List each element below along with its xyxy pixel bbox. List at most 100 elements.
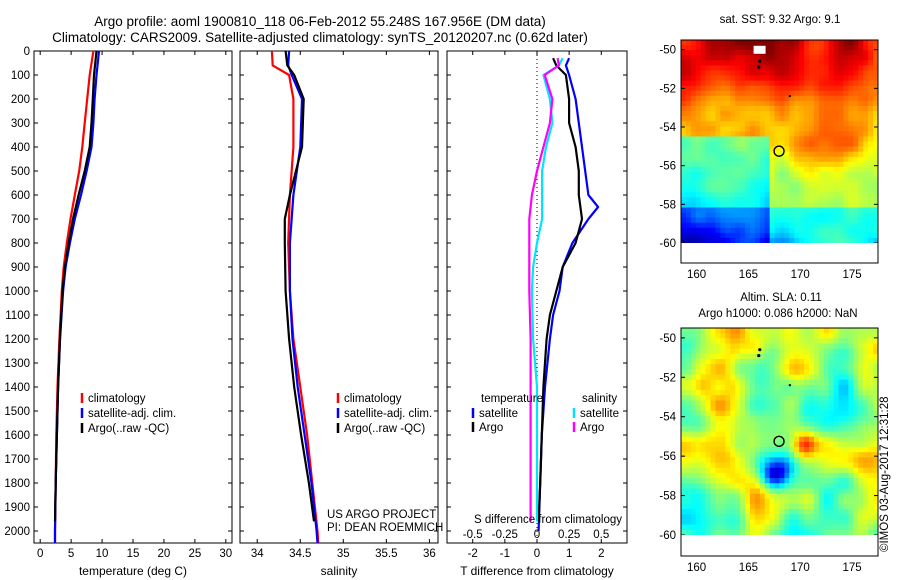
map-cell [809, 80, 815, 87]
map-cell [700, 70, 707, 76]
map-cell [838, 426, 844, 432]
map-cell [818, 483, 825, 489]
map-cell [873, 100, 879, 107]
map-cell [740, 55, 746, 61]
map-cell [681, 100, 687, 107]
map-cell [681, 405, 687, 412]
map-cell [764, 161, 771, 168]
map-cell [725, 359, 731, 365]
map-cell [868, 202, 874, 208]
map-cell [774, 421, 780, 427]
map-y-tick-label: -54 [659, 122, 676, 134]
map-cell [863, 390, 869, 396]
map-cell [715, 151, 721, 158]
map-cell [754, 105, 761, 112]
map-cell [804, 187, 810, 193]
map-cell [759, 483, 766, 489]
map-cell [720, 161, 726, 168]
map-cell [868, 166, 874, 173]
map-cell [873, 237, 879, 244]
map-cell [681, 343, 687, 350]
map-cell [789, 136, 795, 142]
map-cell [700, 166, 707, 173]
map-cell [740, 353, 746, 360]
s-tick-label: 0.5 [593, 529, 609, 541]
map-cell [690, 187, 697, 193]
map-cell [681, 197, 687, 203]
map-cell [700, 436, 707, 443]
map-cell [823, 212, 830, 219]
map-cell [833, 333, 839, 339]
map-cell [690, 70, 697, 76]
map-cell [690, 457, 697, 463]
map-cell [779, 177, 785, 183]
map-cell [764, 237, 771, 244]
map-cell [735, 431, 741, 438]
map-cell [809, 131, 815, 137]
map-cell [818, 472, 825, 479]
map-cell [690, 503, 697, 510]
map-cell [705, 100, 711, 107]
map-cell [720, 415, 726, 422]
map-cell [730, 60, 736, 66]
map-cell [705, 197, 711, 203]
map-cell [833, 519, 839, 526]
map-cell [710, 379, 716, 386]
map-cell [794, 333, 800, 339]
map-y-tick-label: -52 [659, 372, 676, 384]
map-cell [813, 227, 820, 234]
map-cell [858, 90, 864, 97]
map-cell [799, 60, 805, 66]
map-cell [804, 457, 810, 463]
map-cell [681, 141, 687, 147]
map-cell [759, 462, 766, 469]
map-cell [848, 131, 854, 137]
map-cell [858, 80, 864, 87]
map-cell [725, 462, 731, 469]
map-cell [794, 166, 800, 173]
map-cell [799, 217, 805, 224]
x-tick-label: 0 [534, 548, 540, 560]
map-cell [784, 111, 790, 117]
map-cell [715, 166, 721, 173]
map-cell [813, 374, 820, 381]
map-cell [813, 457, 820, 463]
map-cell [685, 395, 692, 401]
map-cell [705, 65, 711, 71]
map-cell [759, 146, 766, 153]
map-cell [838, 333, 844, 339]
map-cell [813, 333, 820, 339]
map-cell [804, 426, 810, 432]
map-cell [804, 55, 810, 61]
map-cell [730, 384, 736, 391]
map-cell [833, 447, 839, 453]
map-cell [690, 146, 697, 153]
map-cell [813, 431, 820, 438]
map-cell [764, 369, 771, 375]
map-cell [799, 182, 805, 188]
map-cell [809, 105, 815, 112]
map-cell [730, 415, 736, 422]
map-cell [823, 472, 830, 479]
map-cell [740, 131, 746, 137]
map-cell [681, 369, 687, 375]
map-cell [804, 182, 810, 188]
map-cell [799, 390, 805, 396]
map-cell [745, 333, 751, 339]
map-cell [809, 70, 815, 76]
map-cell [769, 415, 775, 422]
map-cell [823, 353, 830, 360]
map-cell [720, 136, 726, 142]
map-cell [789, 514, 795, 520]
map-cell [769, 55, 775, 61]
map-cell [813, 364, 820, 370]
map-cell [828, 141, 835, 147]
map-cell [818, 400, 825, 407]
map-cell [685, 447, 692, 453]
map-cell [735, 60, 741, 66]
map-cell [809, 498, 815, 505]
map-cell [838, 187, 844, 193]
map-cell [695, 333, 702, 339]
map-cell [749, 493, 756, 500]
map-cell [705, 369, 711, 375]
